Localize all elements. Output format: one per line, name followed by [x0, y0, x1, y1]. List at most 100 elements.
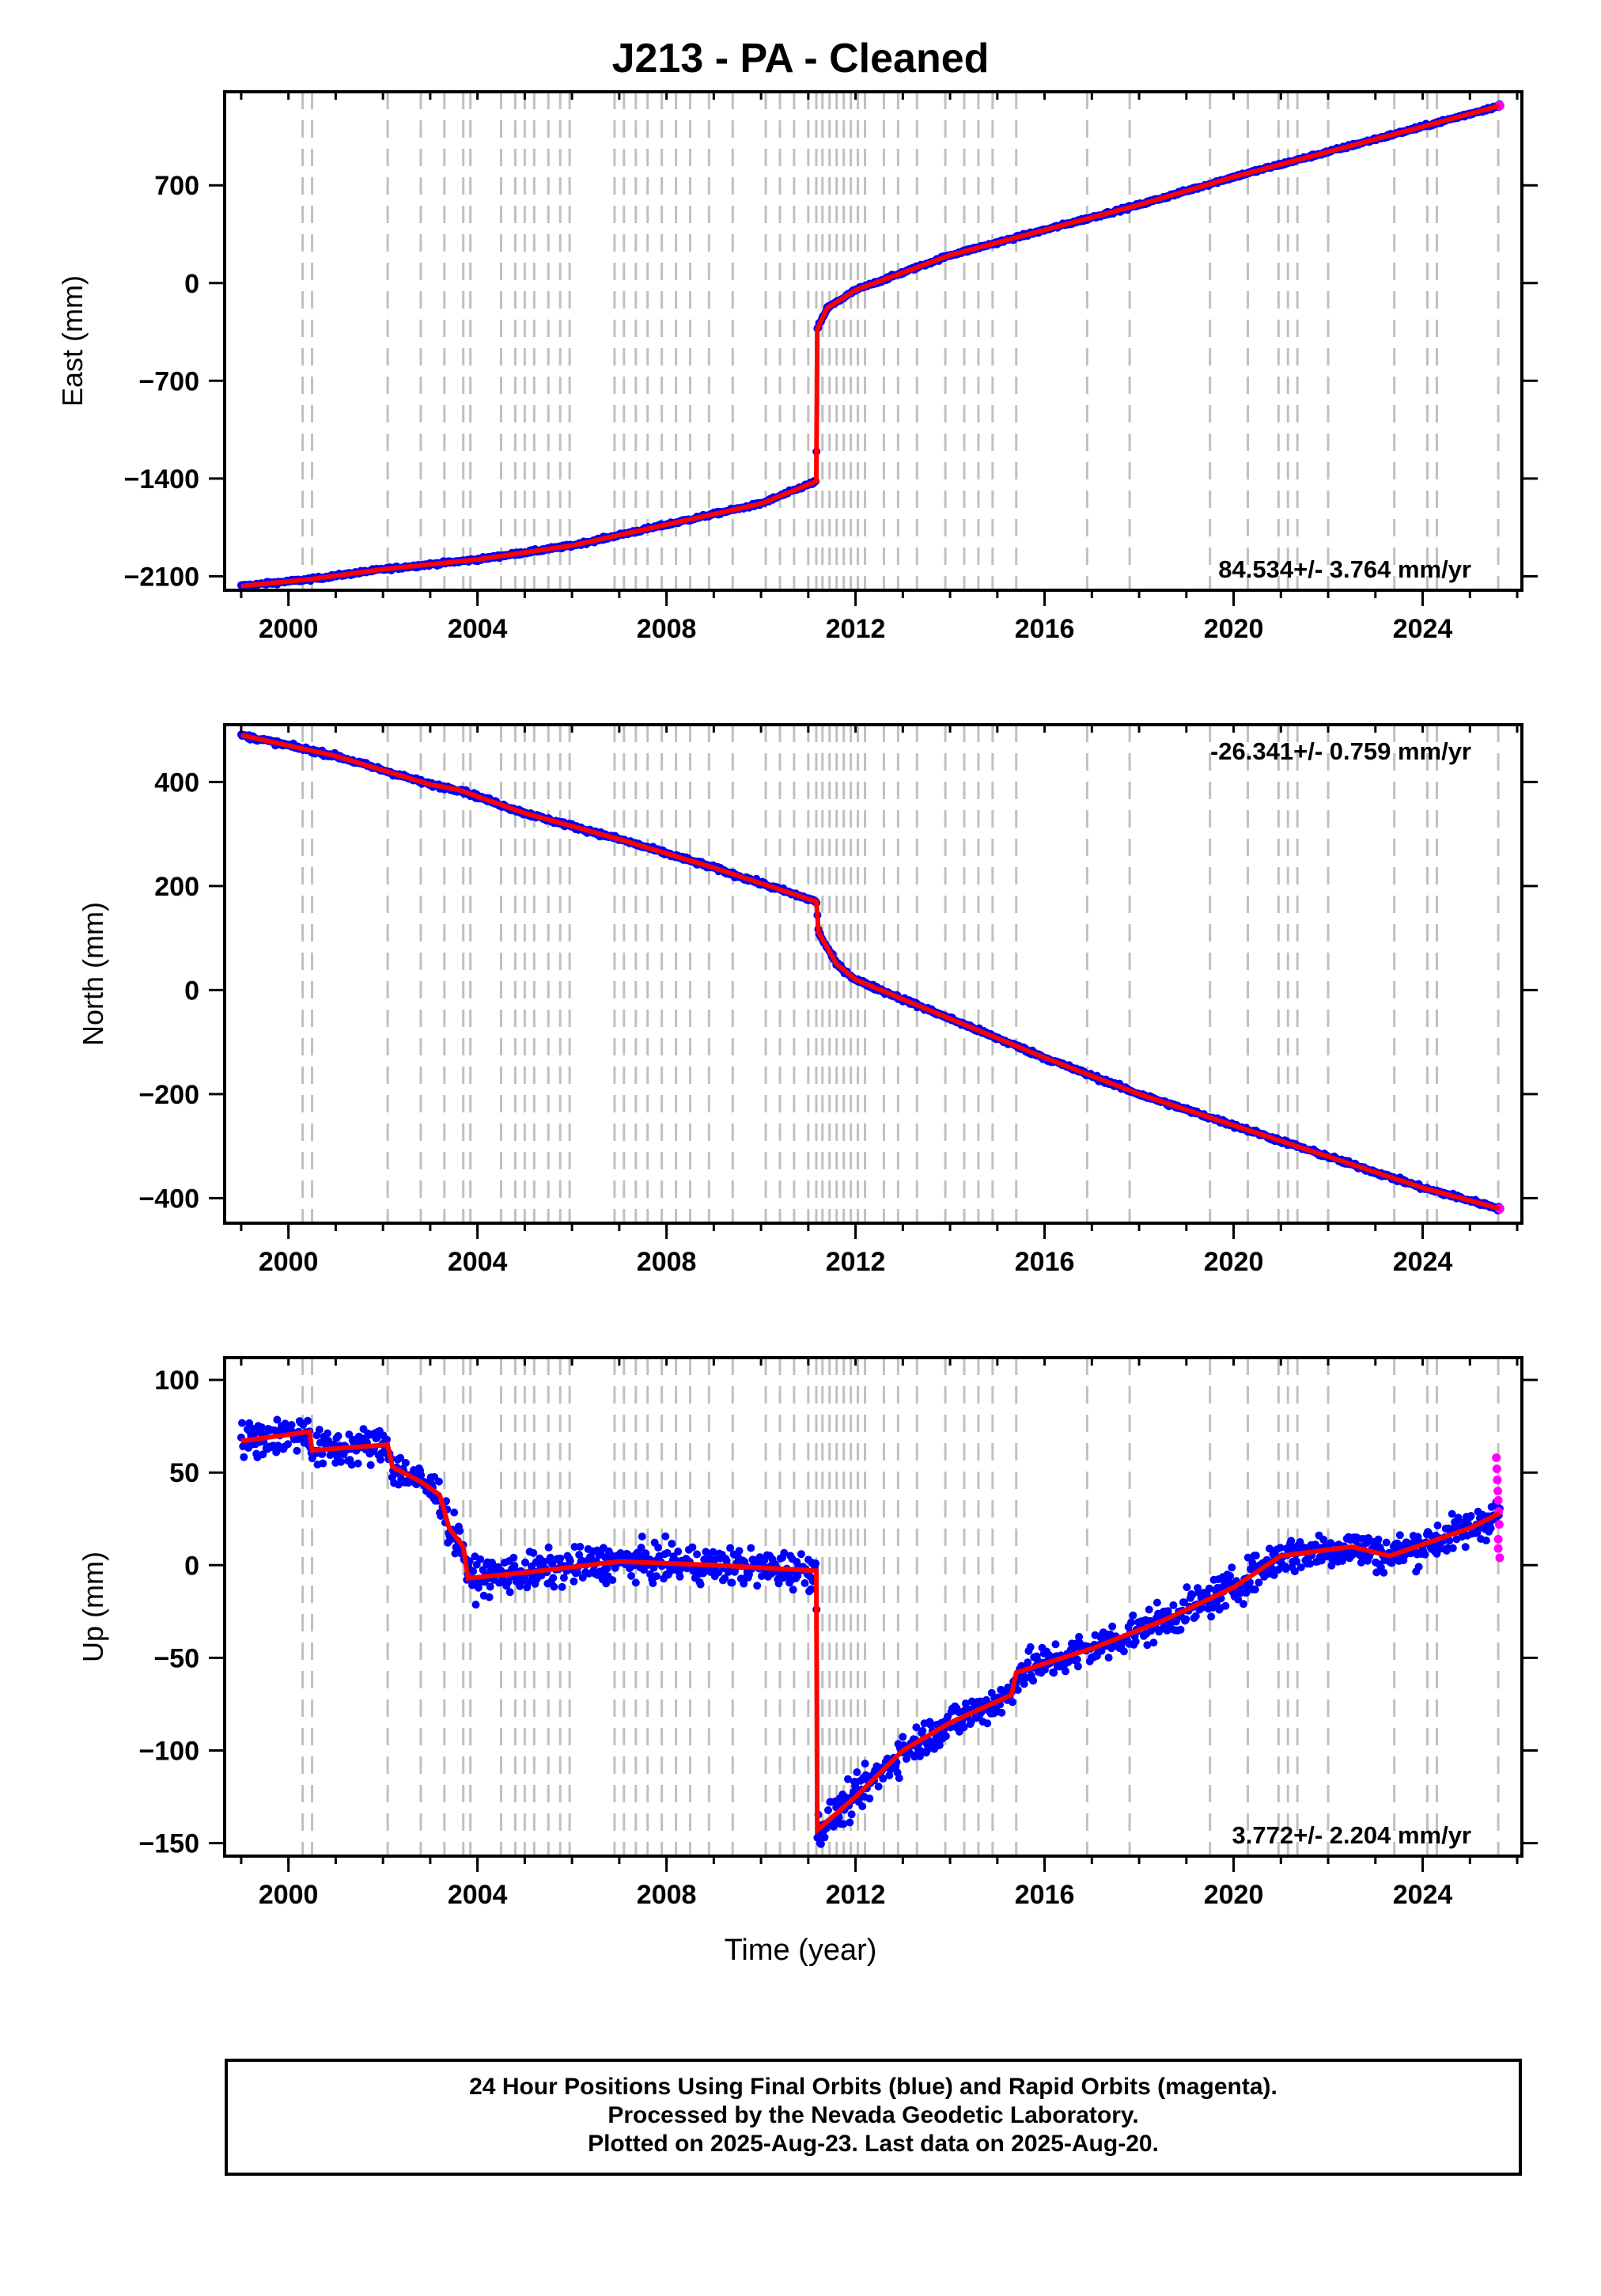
- data-point: [1129, 1611, 1137, 1620]
- data-point: [728, 1578, 736, 1587]
- data-point: [1414, 1563, 1423, 1571]
- data-point: [1281, 1565, 1290, 1573]
- x-tick-label: 2004: [448, 614, 508, 644]
- data-point: [885, 1771, 894, 1779]
- y-tick-label: 200: [154, 872, 199, 902]
- data-point: [240, 1453, 248, 1461]
- data-point: [816, 1839, 825, 1848]
- data-point: [1319, 1536, 1328, 1544]
- data-point: [1433, 1549, 1441, 1558]
- data-point: [1050, 1669, 1058, 1677]
- y-axis-label: East (mm): [56, 275, 89, 407]
- plot-frame: [223, 90, 1523, 592]
- data-point: [1247, 1565, 1255, 1574]
- data-point: [1421, 1550, 1429, 1559]
- data-point: [287, 1421, 296, 1429]
- data-point: [1104, 1654, 1113, 1662]
- data-point: [1296, 1538, 1304, 1546]
- y-tick-label: 0: [184, 269, 199, 299]
- data-point: [668, 1540, 676, 1548]
- data-point: [337, 1457, 346, 1466]
- event-lines: [301, 92, 1500, 590]
- x-tick-label: 2008: [637, 614, 697, 644]
- data-point: [1009, 1698, 1016, 1707]
- data-point: [1073, 1655, 1081, 1664]
- data-point: [559, 1574, 568, 1582]
- data-point: [1073, 1662, 1082, 1671]
- east-panel: 2000 2004 2008 2012 2016 2020 2024 −2100 −1400 −7…: [56, 90, 1538, 644]
- data-point: [1062, 1667, 1069, 1676]
- data-point: [1306, 1559, 1315, 1568]
- rapid-point: [1493, 1544, 1503, 1553]
- data-point: [714, 1568, 723, 1577]
- x-tick-label: 2020: [1204, 1880, 1264, 1910]
- data-point: [1149, 1639, 1158, 1647]
- data-point: [272, 1448, 281, 1457]
- x-tick-label: 2000: [259, 1247, 319, 1277]
- data-point: [1290, 1567, 1299, 1576]
- data-point: [793, 1571, 802, 1580]
- y-tick-label: 0: [184, 976, 199, 1006]
- data-point: [347, 1461, 356, 1469]
- data-point: [284, 1440, 292, 1449]
- x-tick-label: 2024: [1393, 1247, 1453, 1277]
- footer-line-2: Processed by the Nevada Geodetic Laborat…: [607, 2102, 1139, 2128]
- x-tick-label: 2012: [826, 1880, 886, 1910]
- data-point: [238, 1419, 246, 1427]
- data-point: [959, 1723, 968, 1732]
- data-point: [642, 1549, 650, 1558]
- data-point: [510, 1562, 519, 1570]
- data-point: [1145, 1605, 1153, 1614]
- data-point: [456, 1527, 464, 1535]
- data-point: [434, 1477, 443, 1486]
- data-point: [1445, 1536, 1454, 1545]
- data-point: [638, 1533, 646, 1541]
- data-point: [1176, 1625, 1185, 1634]
- data-point: [446, 1536, 455, 1544]
- data-point: [912, 1723, 921, 1732]
- data-point: [509, 1553, 518, 1562]
- data-point: [1382, 1538, 1391, 1547]
- data-point: [1188, 1590, 1197, 1599]
- y-tick-label: −200: [138, 1080, 199, 1110]
- data-point: [1482, 1536, 1490, 1545]
- data-point: [401, 1459, 410, 1467]
- data-point: [334, 1432, 343, 1440]
- up-panel: 2000 2004 2008 2012 2016 2020 2024 −150 −100 −50 0…: [77, 1356, 1538, 1910]
- data-point: [865, 1794, 874, 1803]
- data-point: [1266, 1544, 1274, 1553]
- data-point: [1395, 1531, 1404, 1540]
- data-point: [1226, 1571, 1234, 1580]
- data-point: [924, 1745, 933, 1753]
- data-point: [1183, 1583, 1191, 1592]
- y-tick-label: 700: [154, 171, 199, 201]
- data-point: [1207, 1612, 1216, 1621]
- footer-line-3: Plotted on 2025-Aug-23. Last data on 202…: [588, 2131, 1159, 2157]
- footer-box: 24 Hour Positions Using Final Orbits (bl…: [225, 2059, 1522, 2176]
- data-point: [1374, 1535, 1383, 1544]
- data-point: [1205, 1584, 1213, 1593]
- data-point: [377, 1455, 385, 1464]
- rate-label: 84.534+/- 3.764 mm/yr: [1218, 555, 1471, 583]
- x-tick-label: 2024: [1393, 1880, 1453, 1910]
- data-point: [879, 1775, 888, 1783]
- data-point: [858, 1802, 867, 1811]
- data-point: [652, 1572, 660, 1581]
- data-point: [1180, 1598, 1188, 1607]
- data-point: [1143, 1641, 1152, 1650]
- data-point: [1433, 1521, 1442, 1530]
- data-point: [549, 1574, 558, 1582]
- data-point: [1270, 1570, 1278, 1579]
- x-tick-label: 2012: [826, 1247, 886, 1277]
- data-point: [874, 1783, 883, 1791]
- data-point: [1251, 1552, 1260, 1560]
- data-point: [319, 1459, 327, 1468]
- data-point: [676, 1572, 684, 1581]
- data-point: [941, 1732, 950, 1741]
- data-point: [807, 1585, 816, 1593]
- rate-label: 3.772+/- 2.204 mm/yr: [1232, 1821, 1471, 1849]
- footer-line-1: 24 Hour Positions Using Final Orbits (bl…: [469, 2074, 1277, 2100]
- rapid-point: [1493, 1535, 1503, 1544]
- x-tick-label: 2012: [826, 614, 886, 644]
- data-point: [293, 1446, 301, 1455]
